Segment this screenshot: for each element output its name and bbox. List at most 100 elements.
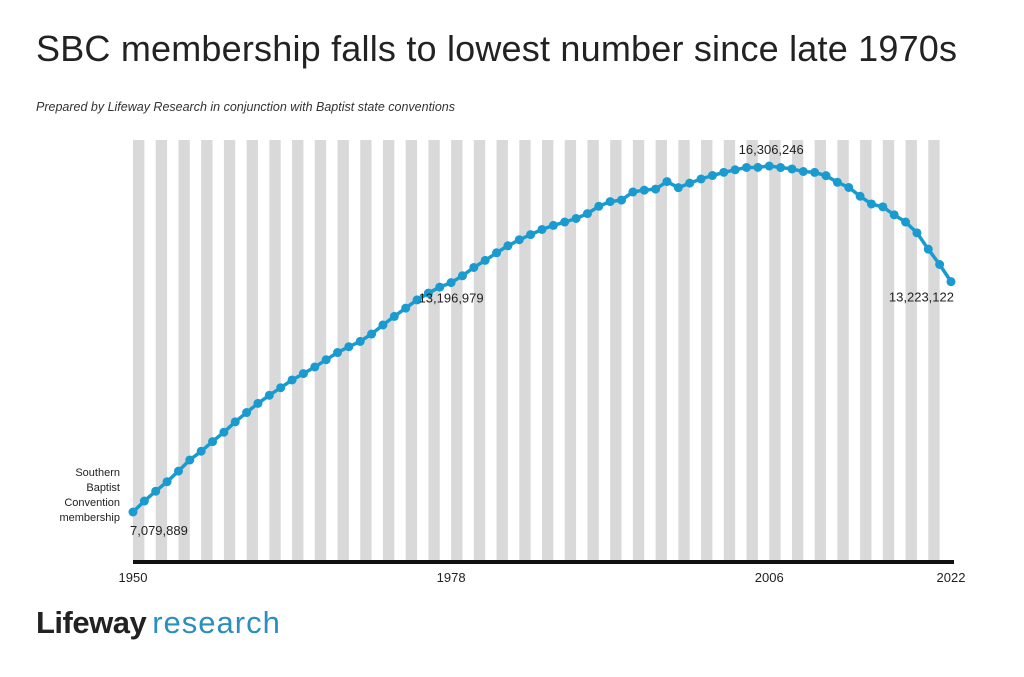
- year-band: [587, 140, 599, 560]
- data-point: [185, 455, 195, 465]
- data-point: [673, 183, 683, 193]
- year-band: [723, 140, 736, 560]
- year-band: [451, 140, 463, 560]
- year-band: [405, 140, 418, 560]
- data-point: [696, 174, 706, 184]
- data-point: [344, 342, 354, 352]
- year-band: [292, 140, 304, 560]
- data-point: [742, 162, 751, 172]
- data-point: [719, 167, 729, 177]
- data-point: [628, 187, 638, 197]
- year-band: [223, 140, 236, 560]
- data-point: [548, 220, 558, 230]
- data-point: [753, 162, 763, 172]
- data-point: [912, 228, 922, 238]
- data-point: [367, 329, 377, 339]
- data-label: 13,223,122: [889, 290, 954, 305]
- x-tick-label: 2006: [755, 570, 784, 585]
- data-point: [219, 427, 229, 437]
- year-band: [496, 140, 508, 560]
- y-label-line: Southern: [75, 467, 120, 479]
- year-band: [791, 140, 804, 560]
- data-point: [866, 199, 876, 209]
- data-point: [503, 241, 513, 251]
- year-band: [905, 140, 917, 560]
- data-labels: 7,079,889 13,196,979 16,306,246 13,223,122: [130, 142, 954, 538]
- year-band: [428, 140, 440, 560]
- data-point: [321, 355, 331, 365]
- year-band: [360, 140, 372, 560]
- data-point: [878, 202, 888, 212]
- chart-title: SBC membership falls to lowest number si…: [36, 28, 958, 69]
- data-point: [196, 446, 206, 456]
- data-point: [264, 390, 274, 400]
- year-band: [269, 140, 281, 560]
- data-point: [355, 336, 365, 346]
- x-axis-ticks: 1950 1978 2006 2022: [119, 570, 966, 585]
- year-band: [564, 140, 577, 560]
- year-band: [246, 140, 258, 560]
- data-point: [798, 167, 808, 176]
- year-band: [769, 140, 781, 560]
- data-point: [435, 282, 445, 292]
- year-band: [314, 140, 327, 560]
- data-point: [844, 182, 854, 192]
- data-point: [662, 177, 672, 187]
- year-band: [632, 140, 645, 560]
- year-band: [473, 140, 486, 560]
- data-point: [605, 197, 615, 207]
- year-band: [928, 140, 940, 560]
- data-point: [685, 178, 695, 188]
- data-point: [594, 201, 604, 211]
- x-tick-label: 1978: [437, 570, 466, 585]
- data-point: [276, 383, 286, 393]
- data-point: [401, 303, 411, 313]
- year-band: [860, 140, 872, 560]
- data-point: [571, 213, 581, 223]
- membership-line-chart: 1950 1978 2006 2022 Southern Baptist Conventi…: [59, 140, 966, 585]
- year-bands: [133, 140, 940, 560]
- data-point: [582, 209, 592, 219]
- data-point: [151, 486, 161, 496]
- data-point: [730, 165, 740, 175]
- data-point: [889, 210, 899, 220]
- year-band: [610, 140, 622, 560]
- data-point: [389, 311, 399, 321]
- data-point: [901, 217, 911, 227]
- data-label: 7,079,889: [130, 523, 188, 538]
- data-point: [514, 235, 524, 245]
- y-label-line: Baptist: [86, 482, 120, 494]
- data-point: [162, 477, 172, 487]
- x-tick-label: 2022: [937, 570, 966, 585]
- data-point: [253, 398, 263, 408]
- year-band: [814, 140, 827, 560]
- data-point: [469, 262, 479, 272]
- data-point: [310, 362, 320, 372]
- data-label: 16,306,246: [739, 142, 804, 157]
- data-point: [639, 185, 649, 195]
- data-point: [446, 278, 456, 288]
- year-band: [519, 140, 531, 560]
- y-label-line: Convention: [64, 497, 120, 509]
- year-band: [201, 140, 213, 560]
- data-point: [378, 320, 388, 330]
- data-point: [173, 466, 183, 476]
- data-point: [832, 177, 842, 187]
- year-band: [133, 140, 145, 560]
- data-point: [287, 375, 297, 385]
- x-tick-label: 1950: [119, 570, 148, 585]
- data-point: [208, 437, 218, 447]
- data-label: 13,196,979: [419, 291, 484, 306]
- data-point: [923, 244, 933, 254]
- data-point: [492, 248, 502, 258]
- data-point: [298, 369, 308, 379]
- data-point: [230, 417, 240, 427]
- year-band: [678, 140, 690, 560]
- data-point: [617, 195, 627, 205]
- data-point: [128, 507, 138, 517]
- data-point: [855, 191, 865, 201]
- data-point: [423, 288, 433, 298]
- year-band: [155, 140, 168, 560]
- data-point: [651, 184, 661, 194]
- data-point: [821, 171, 831, 181]
